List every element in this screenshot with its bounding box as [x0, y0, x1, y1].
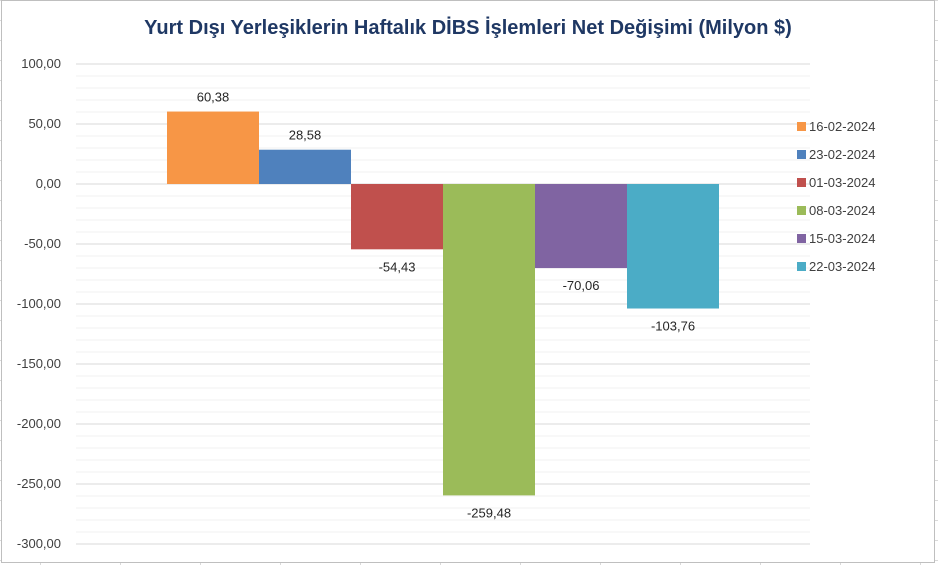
legend-swatch: [797, 150, 806, 159]
legend-swatch: [797, 206, 806, 215]
y-tick-label: -250,00: [17, 476, 61, 491]
y-tick-label: -50,00: [24, 236, 61, 251]
y-tick-label: 50,00: [28, 116, 61, 131]
bar-08-03-2024[interactable]: [443, 184, 535, 496]
legend-label: 22-03-2024: [809, 259, 876, 274]
data-label: -103,76: [651, 319, 695, 334]
bar-23-02-2024[interactable]: [259, 149, 351, 184]
bar-01-03-2024[interactable]: [351, 184, 443, 250]
y-tick-label: -150,00: [17, 356, 61, 371]
legend-label: 15-03-2024: [809, 231, 876, 246]
legend-swatch: [797, 178, 806, 187]
y-tick-label: -200,00: [17, 416, 61, 431]
legend-swatch: [797, 122, 806, 131]
bar-16-02-2024[interactable]: [167, 111, 259, 184]
data-label: -70,06: [563, 278, 600, 293]
legend-label: 16-02-2024: [809, 119, 876, 134]
data-label: 60,38: [197, 90, 230, 105]
y-tick-label: -300,00: [17, 536, 61, 551]
data-label: -259,48: [467, 505, 511, 520]
data-label: -54,43: [379, 259, 416, 274]
legend-swatch: [797, 234, 806, 243]
legend-swatch: [797, 262, 806, 271]
data-label: 28,58: [289, 128, 322, 143]
legend-label: 08-03-2024: [809, 203, 876, 218]
bar-22-03-2024[interactable]: [627, 184, 719, 309]
chart-title: Yurt Dışı Yerleşiklerin Haftalık DİBS İş…: [144, 17, 792, 39]
y-tick-label: -100,00: [17, 296, 61, 311]
y-tick-label: 100,00: [21, 56, 61, 71]
legend-label: 23-02-2024: [809, 147, 876, 162]
bar-15-03-2024[interactable]: [535, 184, 627, 269]
y-tick-label: 0,00: [36, 176, 61, 191]
legend-label: 01-03-2024: [809, 175, 876, 190]
